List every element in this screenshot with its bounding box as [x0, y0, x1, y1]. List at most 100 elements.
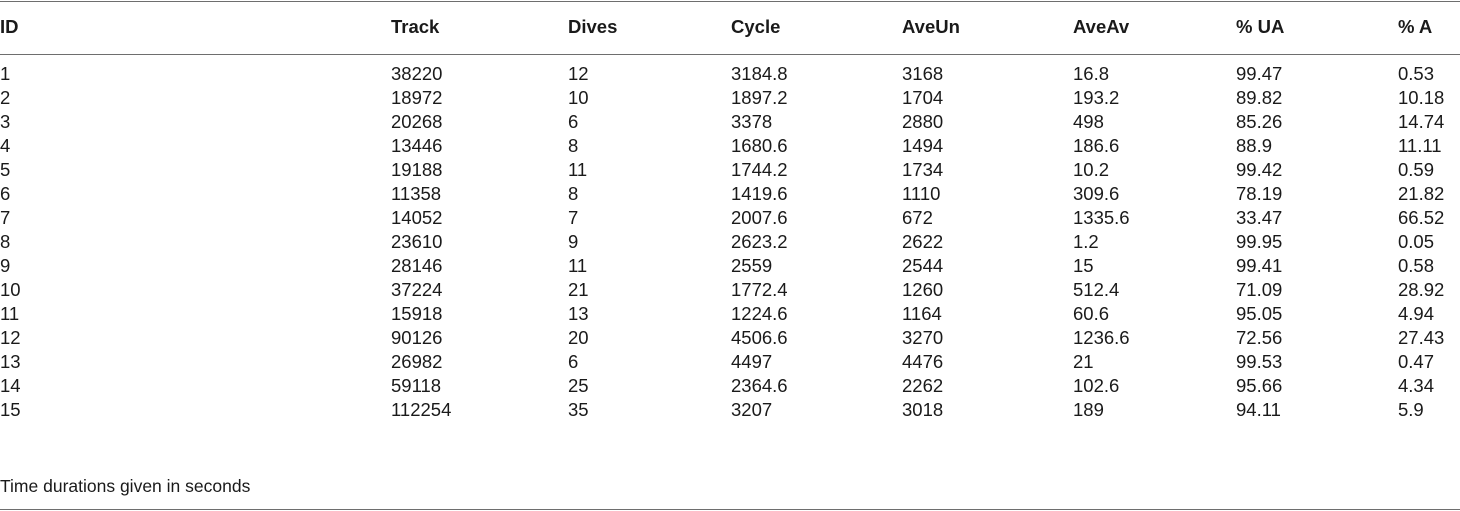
cell-cycle: 1224.6	[731, 303, 788, 324]
cell-aveav: 193.2	[1073, 87, 1120, 108]
cell-cycle: 3378	[731, 111, 773, 132]
header-percent-ua: % UA	[1236, 16, 1285, 37]
cell-dives: 9	[568, 231, 579, 252]
cell-percent-ua: 99.95	[1236, 231, 1283, 252]
cell-cycle: 1680.6	[731, 135, 788, 156]
cell-cycle: 4497	[731, 351, 773, 372]
data-table: ID Track Dives Cycle AveUn AveAv % UA % …	[0, 0, 1460, 422]
cell-percent-a: 0.53	[1398, 63, 1435, 84]
cell-percent-a: 21.82	[1398, 183, 1445, 204]
table-row: 12 90126 20 4506.6 3270 1236.6 72.56 27.43	[0, 326, 1460, 350]
cell-cycle: 2559	[731, 255, 773, 276]
table-row: 14 59118 25 2364.6 2262 102.6 95.66 4.34	[0, 374, 1460, 398]
cell-aveav: 15	[1073, 255, 1094, 276]
cell-track: 19188	[391, 159, 443, 180]
header-track: Track	[391, 16, 440, 37]
cell-aveun: 2262	[902, 375, 944, 396]
cell-cycle: 1897.2	[731, 87, 788, 108]
table-top-rule	[0, 1, 1460, 2]
header-cycle: Cycle	[731, 16, 781, 37]
cell-aveun: 2544	[902, 255, 944, 276]
header-aveun: AveUn	[902, 16, 960, 37]
cell-track: 20268	[391, 111, 443, 132]
cell-dives: 25	[568, 375, 589, 396]
cell-aveav: 309.6	[1073, 183, 1120, 204]
table-row: 2 18972 10 1897.2 1704 193.2 89.82 10.18	[0, 86, 1460, 110]
cell-id: 6	[0, 183, 11, 204]
cell-percent-ua: 33.47	[1236, 207, 1283, 228]
cell-aveav: 189	[1073, 399, 1104, 420]
table-footnote: Time durations given in seconds	[0, 476, 251, 496]
cell-id: 3	[0, 111, 11, 132]
cell-aveun: 2880	[902, 111, 944, 132]
cell-percent-a: 0.58	[1398, 255, 1435, 276]
cell-aveun: 1164	[902, 303, 942, 324]
cell-aveav: 21	[1073, 351, 1094, 372]
cell-percent-ua: 88.9	[1236, 135, 1273, 156]
cell-aveav: 1236.6	[1073, 327, 1130, 348]
cell-aveav: 1335.6	[1073, 207, 1130, 228]
header-id: ID	[0, 16, 19, 37]
header-dives: Dives	[568, 16, 618, 37]
cell-percent-a: 27.43	[1398, 327, 1445, 348]
cell-aveav: 10.2	[1073, 159, 1110, 180]
cell-percent-a: 0.05	[1398, 231, 1435, 252]
cell-percent-ua: 85.26	[1236, 111, 1283, 132]
table-row: 3 20268 6 3378 2880 498 85.26 14.74	[0, 110, 1460, 134]
cell-cycle: 1744.2	[731, 159, 788, 180]
cell-aveav: 1.2	[1073, 231, 1099, 252]
cell-id: 1	[0, 63, 11, 84]
table-row: 4 13446 8 1680.6 1494 186.6 88.9 11.11	[0, 134, 1460, 158]
cell-id: 14	[0, 375, 21, 396]
cell-aveun: 3018	[902, 399, 944, 420]
cell-dives: 10	[568, 87, 589, 108]
cell-dives: 11	[568, 159, 588, 180]
cell-percent-a: 28.92	[1398, 279, 1445, 300]
cell-aveun: 1260	[902, 279, 944, 300]
cell-cycle: 4506.6	[731, 327, 788, 348]
cell-dives: 13	[568, 303, 589, 324]
cell-id: 8	[0, 231, 11, 252]
cell-aveav: 186.6	[1073, 135, 1120, 156]
cell-dives: 20	[568, 327, 589, 348]
cell-cycle: 1419.6	[731, 183, 788, 204]
cell-percent-ua: 89.82	[1236, 87, 1283, 108]
cell-cycle: 2623.2	[731, 231, 788, 252]
cell-track: 13446	[391, 135, 443, 156]
cell-aveun: 672	[902, 207, 933, 228]
cell-aveun: 4476	[902, 351, 944, 372]
cell-dives: 21	[568, 279, 589, 300]
cell-track: 14052	[391, 207, 443, 228]
cell-id: 11	[0, 303, 20, 324]
cell-track: 90126	[391, 327, 443, 348]
cell-percent-ua: 71.09	[1236, 279, 1283, 300]
cell-dives: 8	[568, 183, 579, 204]
cell-cycle: 2007.6	[731, 207, 788, 228]
cell-percent-a: 11.11	[1398, 135, 1442, 156]
cell-id: 2	[0, 87, 11, 108]
cell-aveun: 3270	[902, 327, 944, 348]
header-row: ID Track Dives Cycle AveUn AveAv % UA % …	[0, 0, 1460, 54]
cell-id: 5	[0, 159, 11, 180]
cell-id: 10	[0, 279, 21, 300]
table-body: 1 38220 12 3184.8 3168 16.8 99.47 0.53 2 18972 10 1…	[0, 54, 1460, 422]
cell-percent-ua: 99.53	[1236, 351, 1283, 372]
cell-track: 18972	[391, 87, 443, 108]
cell-id: 7	[0, 207, 11, 228]
table-bottom-rule	[0, 509, 1460, 510]
cell-percent-ua: 99.42	[1236, 159, 1283, 180]
cell-id: 12	[0, 327, 21, 348]
cell-dives: 7	[568, 207, 579, 228]
cell-track: 37224	[391, 279, 443, 300]
cell-dives: 8	[568, 135, 579, 156]
table-row: 10 37224 21 1772.4 1260 512.4 71.09 28.92	[0, 278, 1460, 302]
cell-percent-a: 10.18	[1398, 87, 1445, 108]
cell-aveun: 1494	[902, 135, 944, 156]
cell-track: 28146	[391, 255, 443, 276]
cell-percent-a: 0.59	[1398, 159, 1435, 180]
cell-dives: 6	[568, 351, 579, 372]
cell-track: 112254	[391, 399, 452, 420]
cell-cycle: 1772.4	[731, 279, 788, 300]
cell-percent-a: 14.74	[1398, 111, 1445, 132]
cell-track: 23610	[391, 231, 443, 252]
